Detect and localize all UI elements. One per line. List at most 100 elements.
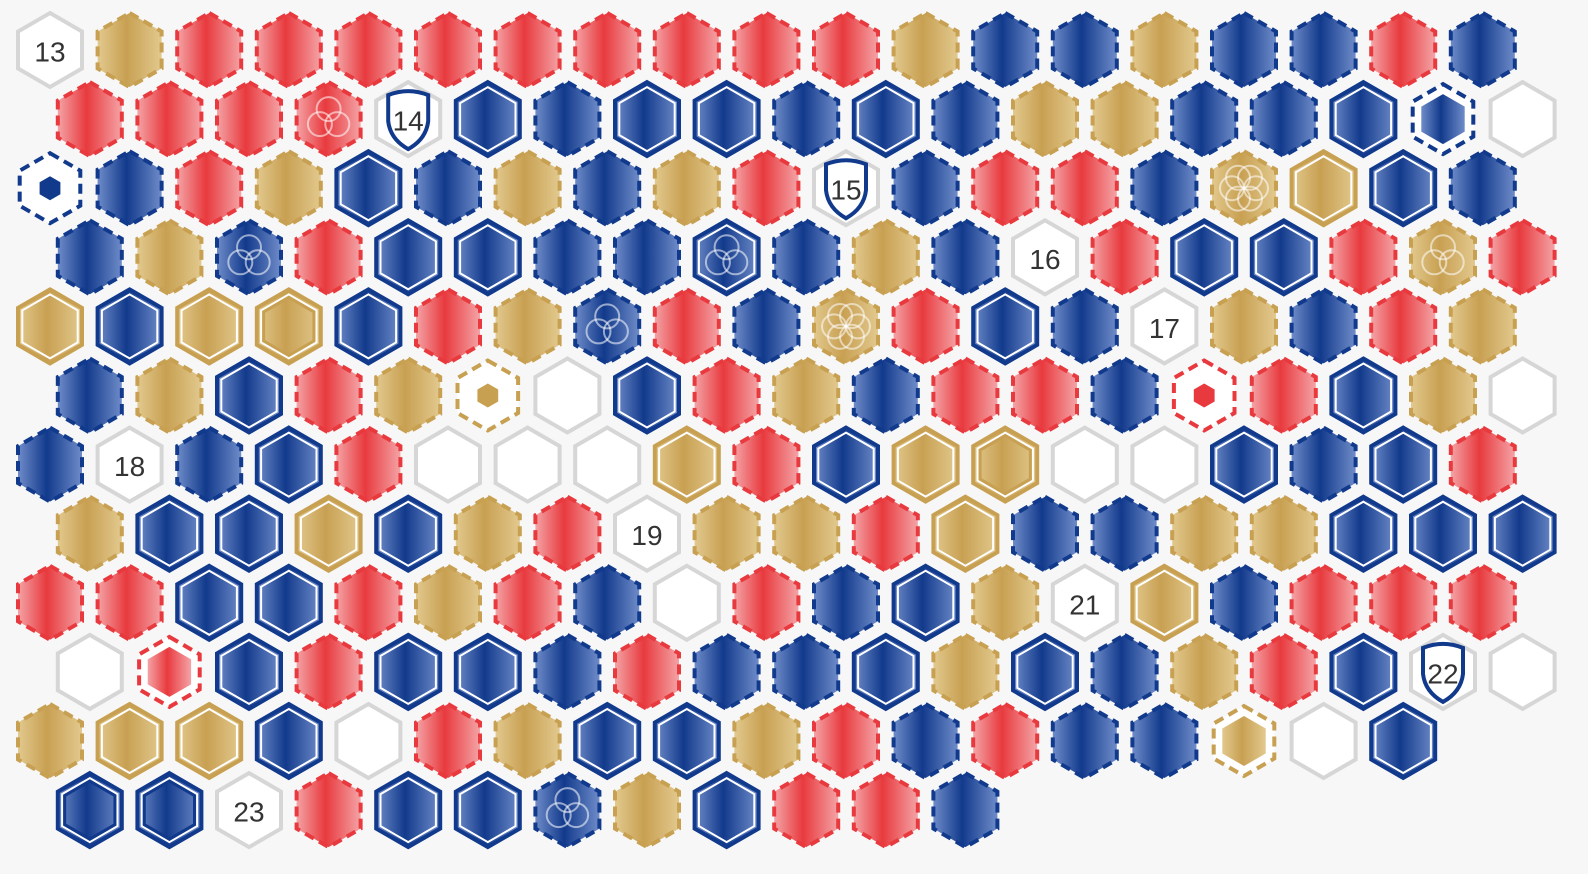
hex-cell-blue[interactable] (533, 217, 602, 297)
hex-cell-blue[interactable] (1090, 356, 1159, 435)
hex-cell-red[interactable] (652, 287, 721, 366)
hex-cell-gold[interactable] (652, 148, 721, 228)
hex-cell-red[interactable] (334, 10, 403, 90)
hex-cell-red[interactable] (493, 10, 562, 90)
hex-cell-red[interactable] (294, 217, 363, 297)
hex-cell-gold[interactable] (1170, 632, 1239, 712)
hex-cell-gold[interactable] (652, 425, 721, 504)
hex-cell-empty[interactable] (1488, 79, 1557, 159)
hex-cell-blue[interactable] (55, 770, 124, 850)
hex-cell-red[interactable] (414, 287, 482, 366)
hex-cell-blue[interactable] (374, 217, 443, 297)
hex-cell-blue[interactable] (1329, 79, 1398, 159)
hex-cell-blue[interactable] (812, 563, 880, 643)
hex-cell-blue[interactable] (453, 632, 522, 712)
numbered-cell[interactable]: 14 (374, 79, 443, 159)
hex-cell-blue[interactable] (692, 632, 761, 712)
numbered-cell[interactable]: 22 (1409, 632, 1477, 712)
hex-cell-red[interactable] (533, 494, 602, 574)
hex-cell-blue[interactable] (1130, 148, 1199, 228)
hex-cell-empty[interactable] (1289, 701, 1358, 781)
hex-cell-blue[interactable] (533, 632, 602, 712)
hex-cell-red[interactable] (254, 10, 323, 90)
hex-cell-blue[interactable] (613, 217, 681, 297)
hex-cell-gold[interactable] (931, 632, 1000, 712)
hex-cell-empty[interactable] (1130, 425, 1199, 504)
hex-cell-gold[interactable] (1249, 494, 1318, 574)
hex-cell-red[interactable] (931, 356, 1000, 435)
hex-cell-red[interactable] (334, 563, 403, 643)
hex-cell-blue[interactable] (573, 701, 642, 781)
hex-cell-blue[interactable] (1249, 217, 1318, 297)
hex-cell-red[interactable] (137, 634, 202, 710)
hex-cell-blue[interactable] (772, 79, 841, 159)
numbered-cell[interactable]: 18 (95, 425, 164, 504)
hex-cell-red[interactable] (732, 148, 801, 228)
hex-cell-blue[interactable] (1210, 425, 1278, 504)
numbered-cell[interactable]: 17 (1130, 287, 1199, 366)
hex-cell-blue[interactable] (215, 217, 283, 297)
hex-cell-blue[interactable] (573, 148, 642, 228)
hex-cell-blue[interactable] (573, 563, 642, 643)
hex-cell-blue[interactable] (732, 287, 801, 366)
hex-cell-gold[interactable] (692, 494, 761, 574)
hex-cell-red[interactable] (1090, 217, 1159, 297)
hex-cell-blue[interactable] (175, 563, 244, 643)
hex-cell-red[interactable] (1448, 425, 1517, 504)
hex-cell-blue[interactable] (851, 79, 920, 159)
hex-cell-red[interactable] (1249, 356, 1318, 435)
hex-cell-blue[interactable] (692, 770, 761, 850)
hex-cell-blue[interactable] (254, 563, 323, 643)
hex-cell-blue[interactable] (414, 148, 482, 228)
hex-cell-red[interactable] (851, 494, 920, 574)
hex-cell-red[interactable] (135, 79, 204, 159)
hex-cell-red[interactable] (851, 770, 920, 850)
hex-cell-blue[interactable] (613, 356, 681, 435)
hex-cell-blue[interactable] (1090, 494, 1159, 574)
hex-cell-gold[interactable] (16, 287, 84, 366)
hex-cell-blue[interactable] (772, 217, 841, 297)
hex-cell-blue[interactable] (851, 632, 920, 712)
hex-cell-red[interactable] (1329, 217, 1398, 297)
hex-cell-blue[interactable] (1409, 494, 1477, 574)
hex-cell-blue[interactable] (175, 425, 244, 504)
hex-cell-blue[interactable] (135, 770, 204, 850)
hex-cell-gold[interactable] (772, 494, 841, 574)
hex-cell-blue[interactable] (95, 287, 164, 366)
hex-cell-blue[interactable] (1289, 10, 1358, 90)
hex-cell-blue[interactable] (1289, 287, 1358, 366)
hex-cell-red[interactable] (573, 10, 642, 90)
hex-cell-gold[interactable] (16, 701, 84, 781)
hex-cell-red[interactable] (1050, 148, 1119, 228)
hex-cell-blue[interactable] (453, 217, 522, 297)
hex-cell-red[interactable] (334, 425, 403, 504)
hex-cell-blue[interactable] (1448, 148, 1517, 228)
hex-cell-gold[interactable] (971, 563, 1040, 643)
hex-cell-red[interactable] (812, 10, 880, 90)
hex-cell-empty[interactable] (1488, 632, 1557, 712)
hex-cell-gold[interactable] (1448, 287, 1517, 366)
hex-cell-blue[interactable] (1448, 10, 1517, 90)
hex-cell-gold[interactable] (55, 494, 124, 574)
hex-cell-red[interactable] (1488, 217, 1557, 297)
hex-cell-gold[interactable] (931, 494, 1000, 574)
hex-cell-empty[interactable] (334, 701, 403, 781)
hex-cell-blue[interactable] (1289, 425, 1358, 504)
hex-cell-red[interactable] (971, 701, 1040, 781)
hex-cell-gold[interactable] (732, 701, 801, 781)
hex-cell-blue[interactable] (453, 79, 522, 159)
hex-cell-empty[interactable] (455, 358, 521, 433)
hex-cell-red[interactable] (294, 356, 363, 435)
hex-cell-gold[interactable] (1409, 217, 1477, 297)
hex-cell-blue[interactable] (215, 494, 283, 574)
hex-cell-blue[interactable] (772, 632, 841, 712)
hex-cell-red[interactable] (692, 356, 761, 435)
hex-cell-gold[interactable] (453, 494, 522, 574)
hex-cell-empty[interactable] (493, 425, 562, 504)
hex-cell-blue[interactable] (215, 632, 283, 712)
hex-cell-red[interactable] (1369, 10, 1438, 90)
hex-cell-gold[interactable] (95, 10, 164, 90)
hex-cell-blue[interactable] (573, 287, 642, 366)
hex-cell-blue[interactable] (95, 148, 164, 228)
hex-cell-gold[interactable] (374, 356, 443, 435)
